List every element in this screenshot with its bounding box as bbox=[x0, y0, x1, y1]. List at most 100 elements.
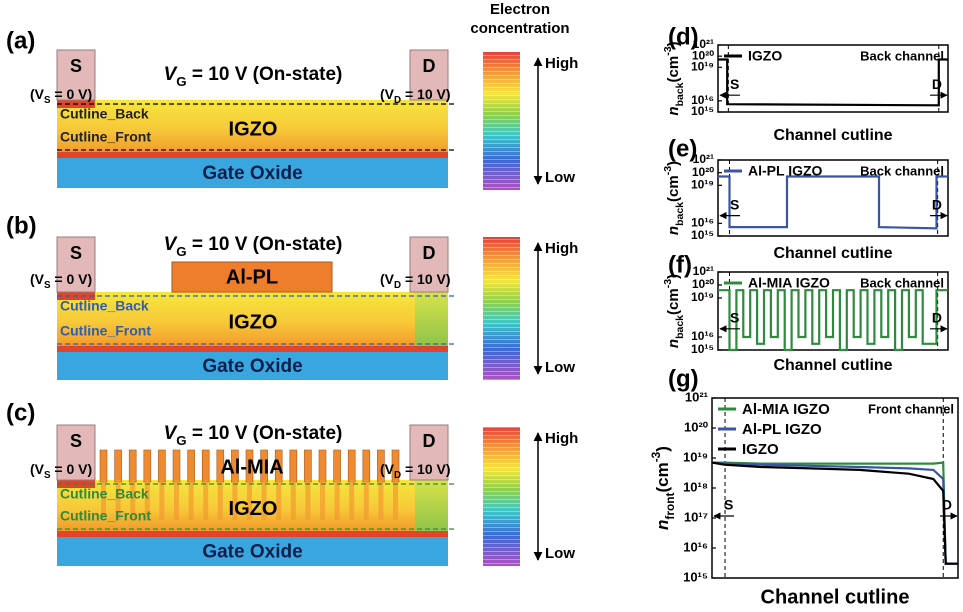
al-mia-pillar bbox=[348, 450, 355, 482]
colorbar-high: High bbox=[545, 55, 578, 72]
text-part: = 10 V (On-state) bbox=[187, 234, 343, 255]
drain-region bbox=[415, 480, 448, 531]
legend-label: Al-PL IGZO bbox=[742, 421, 822, 438]
pillar-shadow bbox=[320, 480, 325, 520]
al-mia-pillar bbox=[202, 450, 209, 482]
text-part: G bbox=[176, 433, 186, 448]
text-part: ) bbox=[665, 274, 682, 279]
y-tick-label: 10¹⁶ bbox=[691, 329, 714, 343]
drain-region bbox=[415, 292, 448, 346]
colorbar-high: High bbox=[545, 430, 578, 447]
series-line bbox=[712, 463, 958, 564]
text-part: -3 bbox=[662, 46, 674, 55]
drain-annotation: D bbox=[932, 196, 942, 212]
text-part: = 10 V (On-state) bbox=[187, 423, 343, 444]
cutline-front-label: Cutline_Front bbox=[60, 323, 151, 339]
al-mia-pillar bbox=[100, 450, 107, 482]
gate-voltage: VG = 10 V (On-state) bbox=[164, 234, 343, 259]
channel-annotation: Back channel bbox=[860, 163, 944, 178]
channel-annotation: Back channel bbox=[860, 275, 944, 290]
source-annotation: S bbox=[730, 196, 739, 212]
channel-annotation: Front channel bbox=[868, 401, 954, 416]
al-mia-pillar bbox=[363, 450, 370, 482]
colorbar-low: Low bbox=[545, 545, 575, 562]
colorbar-low: Low bbox=[545, 359, 575, 376]
y-tick-label: 10²¹ bbox=[693, 37, 714, 51]
text-part: (V bbox=[30, 86, 45, 102]
y-tick-label: 10¹⁶ bbox=[683, 539, 708, 554]
y-tick-label: 10¹⁶ bbox=[691, 93, 714, 107]
text-part: (V bbox=[380, 86, 395, 102]
channel-label: IGZO bbox=[229, 311, 278, 333]
source-annotation: S bbox=[730, 76, 739, 92]
text-part: (V bbox=[30, 461, 45, 477]
source-annotation: S bbox=[730, 310, 739, 326]
text-part: = 10 V (On-state) bbox=[187, 64, 343, 85]
legend-label: Al-PL IGZO bbox=[748, 163, 823, 179]
text-part: G bbox=[176, 244, 186, 259]
text-part: (cm bbox=[665, 175, 682, 202]
channel-annotation: Back channel bbox=[860, 48, 944, 63]
x-axis-label: Channel cutline bbox=[773, 127, 892, 144]
y-tick-label: 10²¹ bbox=[693, 264, 714, 278]
text-part: = 0 V) bbox=[51, 461, 93, 477]
y-tick-label: 10²¹ bbox=[693, 152, 714, 166]
colorbar-bands bbox=[483, 52, 520, 190]
colorbar-low: Low bbox=[545, 169, 575, 186]
series-line bbox=[718, 290, 948, 350]
source-annotation: S bbox=[724, 497, 733, 513]
pillar-shadow bbox=[364, 480, 369, 520]
x-axis-label: Channel cutline bbox=[761, 586, 910, 607]
legend-label: Al-MIA IGZO bbox=[748, 275, 830, 291]
colorbar-bands bbox=[483, 427, 520, 566]
drain-label: D bbox=[423, 56, 436, 76]
series-line bbox=[718, 177, 948, 229]
text-part: n bbox=[653, 520, 672, 530]
text-part: back bbox=[674, 202, 686, 226]
text-part: = 10 V) bbox=[401, 461, 450, 477]
series-line bbox=[712, 463, 958, 564]
text-part: (V bbox=[380, 461, 395, 477]
y-tick-label: 10¹⁹ bbox=[683, 449, 708, 464]
pillar-shadow bbox=[335, 480, 340, 520]
x-axis-label: Channel cutline bbox=[773, 357, 892, 374]
text-part: D bbox=[394, 280, 401, 291]
pillar-shadow bbox=[393, 480, 398, 520]
y-tick-label: 10¹⁵ bbox=[683, 569, 708, 584]
text-part: D bbox=[394, 470, 401, 481]
oxide-label: Gate Oxide bbox=[202, 356, 302, 377]
pillar-shadow bbox=[159, 480, 164, 520]
oxide-label: Gate Oxide bbox=[202, 163, 302, 184]
gate-voltage: VG = 10 V (On-state) bbox=[164, 423, 343, 448]
text-part: (V bbox=[30, 271, 45, 287]
al-mia-pillar bbox=[290, 450, 297, 482]
legend-label: IGZO bbox=[742, 441, 779, 458]
y-tick-label: 10¹⁵ bbox=[691, 228, 714, 242]
y-tick-label: 10¹⁵ bbox=[691, 342, 714, 356]
accumulation-layer bbox=[57, 346, 448, 352]
y-axis-label: nback(cm-3) bbox=[662, 274, 686, 348]
source-label: S bbox=[70, 243, 82, 263]
colorbar-high: High bbox=[545, 240, 578, 257]
pillar-shadow bbox=[189, 480, 194, 520]
text-part: front bbox=[663, 492, 677, 519]
al-mia-pillar bbox=[304, 450, 311, 482]
al-mia-pillar bbox=[188, 450, 195, 482]
oxide-label: Gate Oxide bbox=[202, 542, 302, 563]
y-axis-label: nback(cm-3) bbox=[662, 41, 686, 115]
channel-label: IGZO bbox=[229, 118, 278, 140]
text-part: = 0 V) bbox=[51, 271, 93, 287]
text-part: (cm bbox=[653, 462, 672, 492]
al-mia-pillar bbox=[319, 450, 326, 482]
panel-label: (c) bbox=[6, 399, 35, 426]
al-mia-pillar bbox=[158, 450, 165, 482]
y-tick-label: 10¹⁹ bbox=[691, 178, 714, 192]
pillar-shadow bbox=[203, 480, 208, 520]
drain-label: D bbox=[423, 243, 436, 263]
y-axis-label: nback(cm-3) bbox=[662, 161, 686, 235]
accumulation-layer bbox=[57, 531, 448, 537]
y-tick-label: 10²¹ bbox=[685, 389, 708, 404]
panel-label: (a) bbox=[6, 27, 35, 54]
colorbar-title: concentration bbox=[470, 20, 569, 37]
source-label: S bbox=[70, 56, 82, 76]
